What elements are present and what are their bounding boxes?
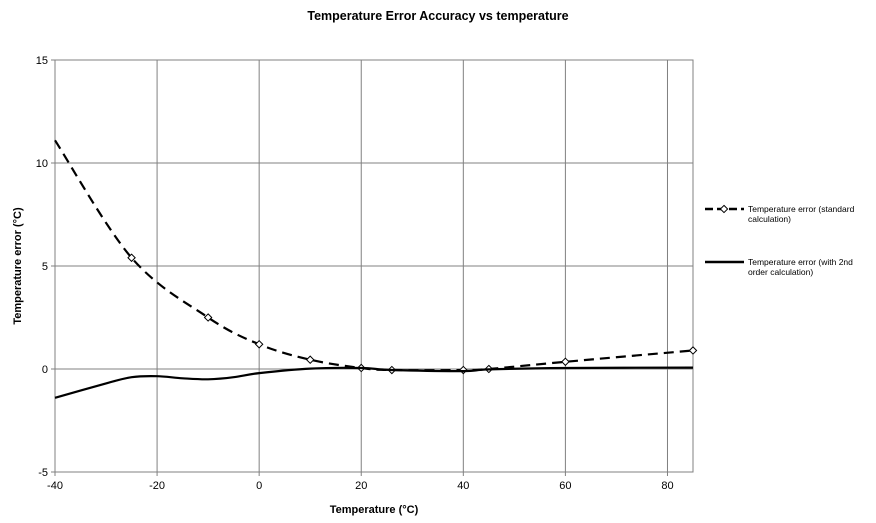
legend-label: Temperature error (with 2nd xyxy=(748,257,853,267)
x-tick-label: 0 xyxy=(256,480,262,492)
x-tick-label: 20 xyxy=(355,480,367,492)
legend-label: order calculation) xyxy=(748,267,813,277)
y-tick-labels: -5 0 5 10 15 xyxy=(36,55,48,479)
y-tick-label: 10 xyxy=(36,158,48,170)
y-tick-label: 0 xyxy=(42,364,48,376)
y-axis-title: Temperature error (°C) xyxy=(12,207,24,325)
x-tick-label: -40 xyxy=(47,480,63,492)
series-layer xyxy=(54,139,698,399)
x-tick-label: 60 xyxy=(559,480,571,492)
data-point-marker xyxy=(254,339,264,349)
data-point-marker xyxy=(688,346,698,355)
legend-label: calculation) xyxy=(748,214,791,224)
y-tick-label: 15 xyxy=(36,55,48,67)
plot-area-frame xyxy=(54,59,694,473)
x-tick-label: -20 xyxy=(149,480,165,492)
legend-marker xyxy=(719,204,729,214)
series-line xyxy=(54,139,694,372)
chart-title: Temperature Error Accuracy vs temperatur… xyxy=(307,9,568,23)
y-tick-label: 5 xyxy=(42,261,48,273)
y-tick-label: -5 xyxy=(38,467,48,479)
x-axis-title: Temperature (°C) xyxy=(330,504,419,516)
legend-label: Temperature error (standard xyxy=(748,204,855,214)
x-tick-label: 80 xyxy=(661,480,673,492)
gridlines xyxy=(51,59,693,476)
x-tick-labels: -40 -20 0 20 40 60 80 xyxy=(47,480,674,492)
x-tick-label: 40 xyxy=(457,480,469,492)
series-line xyxy=(54,366,694,399)
data-point-marker xyxy=(127,253,136,263)
data-point-marker xyxy=(203,313,213,322)
data-point-marker xyxy=(561,357,570,367)
data-point-marker xyxy=(305,355,315,365)
